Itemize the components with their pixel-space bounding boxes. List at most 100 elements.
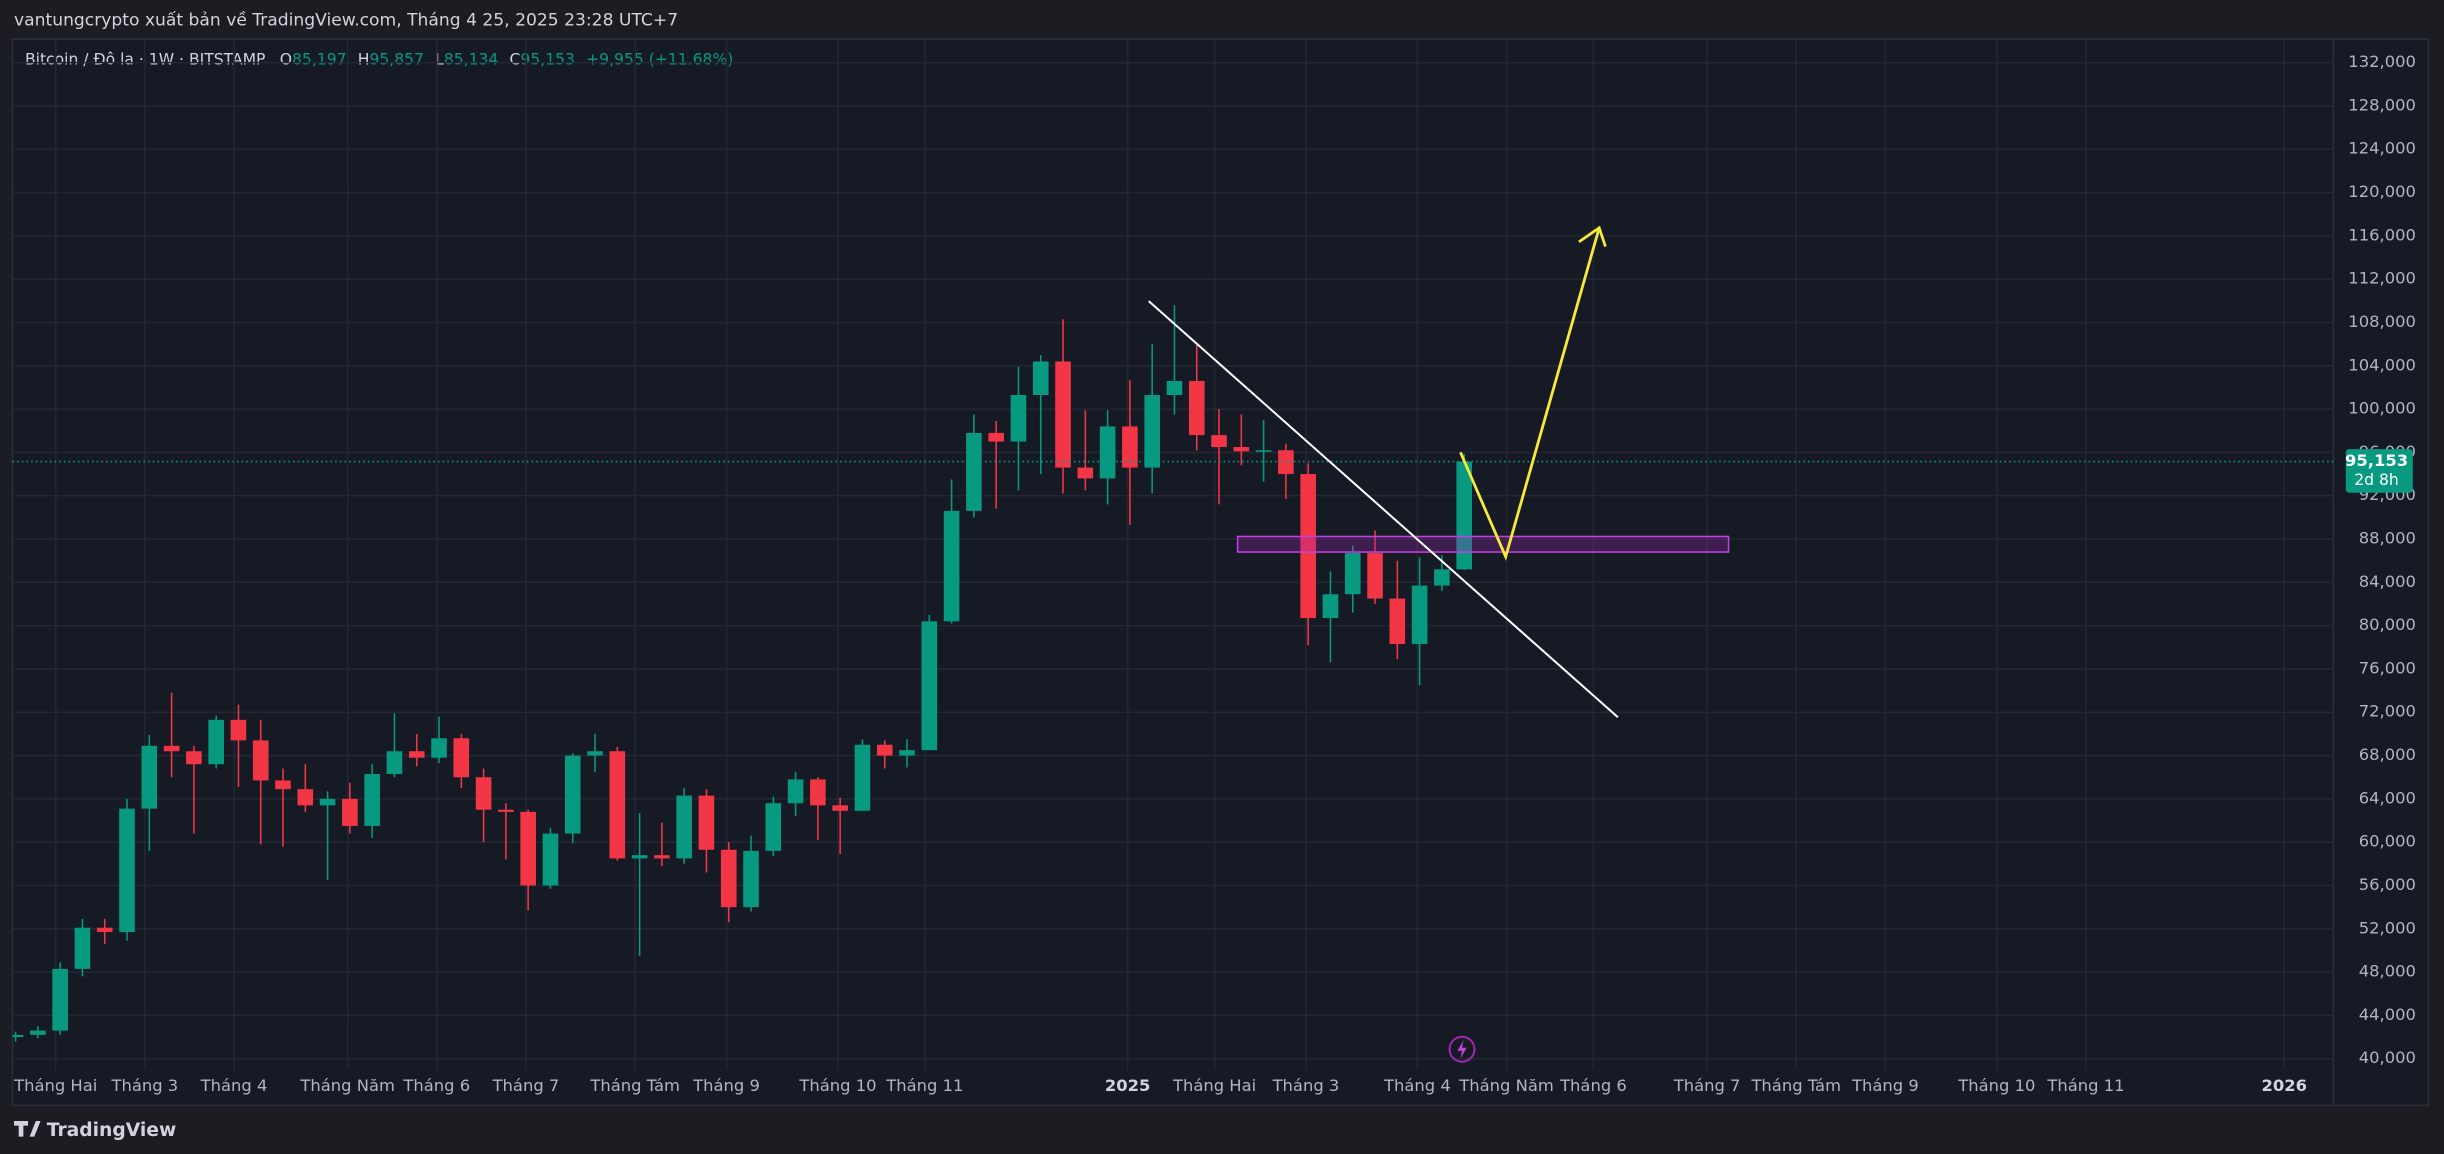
- candle-body: [1211, 435, 1227, 447]
- y-tick-label: 64,000: [2359, 788, 2416, 807]
- low: 85,134: [444, 50, 499, 68]
- y-tick-label: 68,000: [2359, 745, 2416, 764]
- x-tick-label: Tháng 7: [1673, 1076, 1741, 1095]
- x-tick-label: Tháng 3: [1272, 1076, 1340, 1095]
- candle-body: [408, 751, 425, 758]
- high-label: H: [358, 50, 370, 68]
- price-tag: [2345, 449, 2413, 493]
- candle-body: [698, 795, 715, 850]
- x-tick-label: Tháng Hai: [1172, 1076, 1256, 1095]
- candle-body: [1255, 450, 1272, 452]
- y-tick-label: 100,000: [2348, 399, 2416, 418]
- price-tag-value: 95,153: [2345, 451, 2408, 470]
- x-tick-label: Tháng 4: [1383, 1076, 1451, 1095]
- candle-body: [765, 803, 782, 851]
- y-tick-label: 84,000: [2359, 572, 2416, 591]
- y-tick-label: 40,000: [2359, 1048, 2416, 1067]
- y-tick-label: 104,000: [2348, 355, 2416, 374]
- y-tick-label: 76,000: [2359, 658, 2416, 677]
- y-tick-label: 124,000: [2348, 139, 2416, 158]
- x-tick-label: Tháng Năm: [1458, 1076, 1554, 1095]
- y-tick-label: 128,000: [2348, 95, 2416, 114]
- x-tick-label: 2025: [1105, 1076, 1151, 1095]
- x-tick-label: 2026: [2262, 1076, 2308, 1095]
- y-tick-label: 60,000: [2359, 832, 2416, 851]
- candle-body: [386, 751, 403, 774]
- candle-body: [1099, 426, 1116, 479]
- tv-logo: [14, 1120, 41, 1137]
- candle-body: [364, 773, 380, 826]
- candle-body: [119, 808, 135, 933]
- event-icon[interactable]: [1448, 1035, 1476, 1063]
- candle-body: [431, 738, 447, 758]
- x-tick-label: Tháng 10: [1957, 1076, 2035, 1095]
- candle-body: [1300, 474, 1316, 619]
- candle-body: [52, 968, 68, 1031]
- open-label: O: [280, 50, 292, 68]
- y-tick-label: 52,000: [2359, 918, 2416, 937]
- candle-body: [453, 738, 470, 778]
- candle-body: [1032, 361, 1049, 396]
- x-tick-label: Tháng 6: [402, 1076, 470, 1095]
- candle-body: [252, 740, 269, 781]
- candle-body: [1188, 380, 1205, 436]
- x-tick-label: Tháng 4: [200, 1076, 268, 1095]
- candle-body: [1367, 553, 1383, 599]
- y-tick-label: 120,000: [2348, 182, 2416, 201]
- candle-body: [1144, 395, 1160, 468]
- y-tick-label: 72,000: [2359, 702, 2416, 721]
- candle-body: [631, 855, 648, 859]
- x-tick-label: Tháng 10: [798, 1076, 876, 1095]
- axes: 40,000 44,000 48,000 52,000 56,000 60,000 64,0…: [13, 52, 2416, 1095]
- candle-body: [163, 745, 180, 752]
- chart-pane: [11, 38, 2430, 1107]
- y-tick-label: 80,000: [2359, 615, 2416, 634]
- candle-body: [854, 744, 871, 811]
- candle-body: [1077, 467, 1094, 479]
- y-tick-label: 112,000: [2348, 269, 2416, 288]
- trend-line: [1148, 300, 1619, 719]
- candle-body: [297, 789, 314, 806]
- candle-body: [1322, 594, 1339, 619]
- candle-body: [587, 751, 603, 756]
- low-label: L: [435, 50, 444, 68]
- candle-body: [1166, 380, 1183, 396]
- arrow-head: [1578, 225, 1607, 248]
- x-tick-label: Tháng 3: [110, 1076, 178, 1095]
- candle-body: [498, 809, 514, 812]
- close: 95,153: [520, 50, 575, 68]
- candle-body: [1456, 461, 1472, 570]
- candle-body: [988, 432, 1004, 442]
- candle-body: [186, 751, 202, 765]
- change: +9,955 (+11.68%): [586, 50, 733, 68]
- candle-body: [208, 719, 224, 765]
- candle-body: [12, 1034, 24, 1038]
- drawings: [1148, 225, 1730, 719]
- high: 95,857: [369, 50, 424, 68]
- candle-body: [1122, 426, 1138, 468]
- candle-body: [966, 432, 982, 511]
- candle-body: [342, 798, 358, 826]
- candle-body: [787, 779, 804, 804]
- candle-body: [654, 855, 670, 859]
- candle-body: [943, 510, 960, 622]
- candle-body: [230, 719, 247, 741]
- candle-body: [1010, 395, 1027, 442]
- candle-body: [1233, 446, 1250, 452]
- x-tick-label: Tháng 9: [692, 1076, 760, 1095]
- y-tick-label: 44,000: [2359, 1005, 2416, 1024]
- x-tick-label: Tháng 7: [492, 1076, 560, 1095]
- candle-body: [876, 744, 893, 756]
- x-tick-label: Tháng 11: [885, 1076, 963, 1095]
- x-tick-label: Tháng 6: [1559, 1076, 1627, 1095]
- legend-header: Bitcoin / Đô la · 1W · BITSTAMP O85,197 …: [25, 50, 733, 68]
- candle-body: [832, 805, 848, 811]
- candle-body: [1411, 585, 1428, 645]
- y-tick-label: 132,000: [2348, 52, 2416, 71]
- y-tick-label: 116,000: [2348, 225, 2416, 244]
- candle-body: [542, 833, 559, 886]
- candle-body: [810, 779, 826, 806]
- candle-body: [1344, 553, 1361, 595]
